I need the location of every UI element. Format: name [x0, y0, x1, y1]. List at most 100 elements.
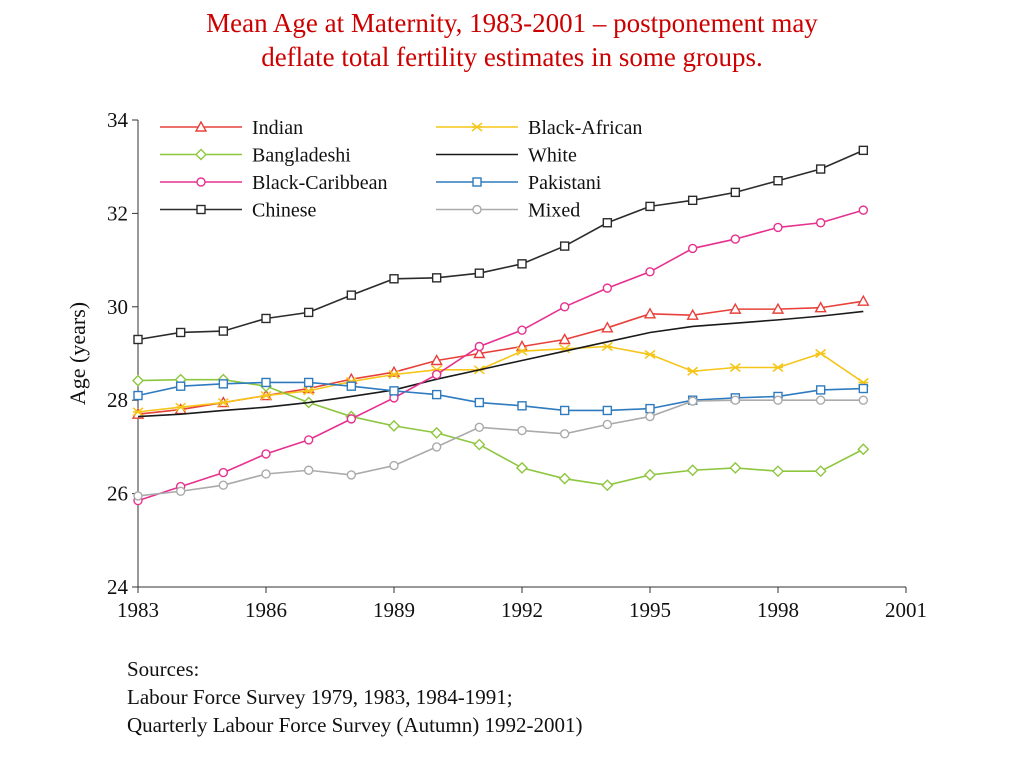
x-tick-label: 1992 — [501, 598, 543, 622]
data-point-chinese — [261, 313, 271, 324]
legend-marker — [196, 204, 206, 215]
series-line-black-african — [137, 345, 864, 413]
series-mixed — [133, 395, 869, 501]
data-point-pakistani — [261, 377, 271, 388]
data-point-pakistani — [303, 377, 314, 388]
data-point-mixed — [773, 395, 783, 405]
data-point-bangladeshi — [430, 426, 443, 439]
data-point-black-caribbean — [858, 205, 869, 215]
data-point-black-african — [132, 407, 144, 417]
data-point-chinese — [858, 145, 869, 156]
data-point-pakistani — [218, 379, 229, 389]
data-point-black-caribbean — [815, 218, 826, 228]
sources-line2: Quarterly Labour Force Survey (Autumn) 1… — [127, 713, 583, 737]
data-point-black-caribbean — [261, 449, 271, 459]
data-point-chinese — [517, 259, 527, 269]
data-point-chinese — [431, 273, 442, 283]
data-point-indian — [814, 301, 827, 313]
data-point-chinese — [175, 327, 186, 338]
data-point-pakistani — [858, 383, 869, 394]
data-point-bangladeshi — [473, 438, 486, 451]
data-point-black-african — [644, 349, 656, 360]
x-tick-label: 1989 — [373, 598, 415, 622]
data-point-mixed — [858, 395, 869, 405]
sources-note: Sources: Labour Force Survey 1979, 1983,… — [127, 655, 582, 739]
legend-label: Mixed — [528, 200, 580, 222]
data-point-black-african — [217, 397, 229, 408]
data-point-mixed — [175, 486, 186, 496]
legend-item-bangladeshi: Bangladeshi — [160, 145, 351, 167]
slide-title: Mean Age at Maternity, 1983-2001 – postp… — [0, 6, 1024, 74]
data-point-mixed — [261, 469, 271, 479]
data-point-black-african — [303, 386, 315, 396]
data-point-mixed — [730, 395, 741, 405]
chart-legend: Indian Black-African Bangladeshi White Black… — [160, 117, 642, 222]
data-point-bangladeshi — [729, 461, 742, 474]
data-point-pakistani — [175, 381, 186, 391]
data-point-pakistani — [645, 403, 655, 414]
legend-label: Bangladeshi — [252, 145, 351, 167]
data-point-mixed — [346, 470, 357, 480]
data-point-black-caribbean — [730, 234, 741, 244]
legend-marker — [471, 122, 483, 132]
data-point-indian — [643, 307, 657, 319]
legend-marker — [472, 177, 482, 187]
data-point-chinese — [389, 274, 399, 284]
data-point-black-caribbean — [559, 302, 570, 312]
data-point-pakistani — [431, 389, 442, 400]
x-tick-label: 1983 — [117, 598, 159, 622]
data-point-chinese — [602, 218, 613, 228]
data-point-indian — [857, 294, 870, 306]
y-tick-label: 24 — [107, 575, 129, 599]
data-point-black-african — [772, 362, 784, 373]
legend-item-indian: Indian — [160, 117, 303, 139]
data-point-black-african — [516, 346, 528, 356]
sources-line1: Labour Force Survey 1979, 1983, 1984-199… — [127, 685, 513, 709]
series-line-mixed — [137, 399, 864, 497]
legend-item-white: White — [436, 145, 577, 167]
data-point-chinese — [218, 326, 229, 336]
data-point-chinese — [346, 290, 357, 300]
legend-label: Chinese — [252, 200, 317, 222]
legend-label: White — [528, 145, 577, 167]
slide-title-line1: Mean Age at Maternity, 1983-2001 – postp… — [206, 8, 818, 38]
legend-marker — [472, 204, 482, 215]
data-point-bangladeshi — [772, 465, 784, 478]
data-point-chinese — [687, 195, 698, 206]
data-point-pakistani — [559, 405, 570, 416]
data-point-black-caribbean — [218, 467, 229, 478]
x-tick-label: 1986 — [245, 598, 287, 622]
data-point-mixed — [133, 491, 143, 501]
data-point-pakistani — [133, 390, 143, 401]
y-tick-label: 28 — [107, 388, 128, 412]
series-line-black-caribbean — [137, 209, 864, 502]
legend-item-black-african: Black-African — [436, 117, 642, 139]
y-tick-label: 30 — [107, 295, 128, 319]
data-point-black-african — [601, 341, 613, 352]
data-point-pakistani — [474, 397, 485, 408]
data-point-bangladeshi — [132, 374, 144, 387]
data-point-mixed — [687, 396, 698, 406]
data-point-bangladeshi — [388, 419, 400, 432]
data-point-mixed — [474, 422, 485, 432]
data-point-black-african — [388, 369, 400, 380]
data-point-bangladeshi — [686, 464, 699, 477]
data-point-indian — [430, 354, 443, 366]
data-point-black-african — [260, 390, 272, 401]
series-white — [137, 310, 864, 418]
y-tick-label: 32 — [107, 201, 128, 225]
data-point-indian — [729, 302, 742, 314]
x-tick-label: 1998 — [757, 598, 799, 622]
series-chinese — [133, 145, 869, 345]
legend-label: Black-African — [528, 117, 642, 139]
data-point-mixed — [431, 442, 442, 452]
data-point-black-african — [729, 362, 741, 373]
legend-marker — [196, 177, 206, 187]
data-point-black-caribbean — [602, 283, 613, 293]
x-tick-label: 2001 — [885, 598, 927, 622]
data-point-chinese — [133, 334, 143, 345]
legend-item-black-caribbean: Black-Caribbean — [160, 172, 388, 194]
data-point-black-african — [175, 402, 187, 412]
series-pakistani — [133, 377, 869, 416]
legend-item-chinese: Chinese — [160, 200, 317, 222]
